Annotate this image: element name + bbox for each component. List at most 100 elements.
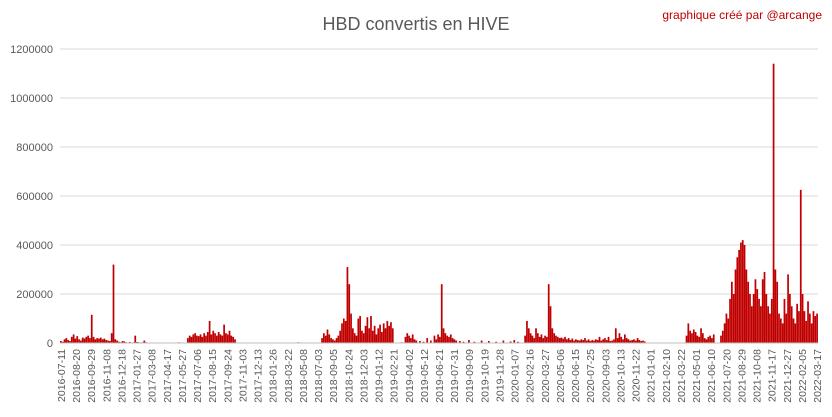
- bar: [535, 328, 537, 343]
- bar: [206, 331, 209, 343]
- bar: [712, 334, 715, 343]
- bar: [536, 333, 539, 343]
- bar: [134, 335, 137, 343]
- bar: [723, 323, 726, 343]
- bar: [78, 339, 80, 343]
- x-tick-label: 2016-09-29: [86, 349, 98, 403]
- bar: [611, 340, 614, 343]
- bar: [555, 335, 557, 343]
- bar: [473, 341, 476, 343]
- bar: [642, 340, 644, 343]
- x-tick-label: 2016-08-20: [71, 349, 83, 403]
- bar: [625, 338, 628, 343]
- bar: [328, 334, 331, 343]
- x-tick-label: 2021-05-01: [691, 349, 703, 403]
- bar: [692, 329, 695, 343]
- bar: [578, 340, 581, 343]
- bar: [342, 318, 345, 343]
- x-tick-label: 2021-10-08: [752, 349, 764, 403]
- bar: [547, 284, 550, 343]
- bar: [362, 333, 365, 343]
- bar: [60, 341, 62, 343]
- x-tick-label: 2019-04-02: [404, 349, 416, 403]
- bar: [709, 335, 711, 343]
- bar: [738, 249, 740, 343]
- bar: [634, 340, 637, 343]
- bar: [571, 338, 574, 343]
- x-tick-label: 2017-11-03: [237, 349, 249, 402]
- bar: [326, 329, 329, 343]
- bars: [60, 63, 818, 344]
- y-tick-label: 800000: [16, 142, 53, 154]
- x-tick-label: 2018-01-26: [268, 349, 280, 403]
- bar: [598, 336, 601, 343]
- bar: [556, 336, 559, 343]
- bar: [575, 339, 577, 343]
- bar: [774, 269, 777, 343]
- bar: [419, 341, 421, 343]
- bar: [569, 340, 572, 343]
- bar: [807, 301, 809, 343]
- bar: [353, 333, 356, 343]
- bar: [729, 298, 731, 343]
- bar: [110, 333, 113, 343]
- bar: [234, 339, 236, 343]
- x-tick-label: 2017-05-27: [177, 349, 189, 403]
- x-tick-label: 2020-01-07: [510, 349, 522, 403]
- bar: [620, 336, 623, 343]
- bar: [446, 335, 449, 343]
- bar: [214, 333, 216, 343]
- bar: [698, 336, 701, 343]
- bar: [763, 271, 766, 343]
- bar: [217, 331, 220, 343]
- bar: [799, 189, 802, 343]
- bar: [740, 242, 742, 343]
- bar: [801, 294, 804, 343]
- bar: [741, 240, 744, 343]
- y-tick-label: 400000: [16, 240, 53, 252]
- bar: [381, 331, 383, 343]
- y-axis-ticks: 0 200000 400000 600000 800000 1000000 1200000: [10, 44, 53, 350]
- bar: [346, 267, 349, 343]
- bar: [352, 328, 354, 343]
- bar: [582, 340, 585, 343]
- x-tick-label: 2019-05-12: [419, 349, 431, 403]
- x-tick-label: 2021-02-10: [661, 349, 673, 403]
- bar: [573, 340, 575, 343]
- bar: [103, 338, 106, 343]
- bar: [638, 340, 641, 343]
- bar: [732, 294, 735, 343]
- bar: [96, 338, 99, 343]
- x-tick-label: 2022-03-17: [812, 349, 824, 403]
- y-tick-label: 0: [47, 338, 53, 350]
- bar: [468, 340, 470, 343]
- bar: [488, 341, 490, 343]
- bar: [643, 341, 646, 343]
- bar: [745, 269, 748, 343]
- bar: [370, 316, 372, 343]
- y-tick-label: 600000: [16, 191, 53, 203]
- bar: [765, 294, 768, 343]
- bar: [789, 294, 791, 343]
- bar: [605, 340, 608, 343]
- bar: [794, 323, 797, 343]
- bar: [226, 334, 229, 343]
- bar: [594, 339, 597, 343]
- bar: [770, 298, 773, 343]
- bar: [339, 330, 342, 343]
- bar: [114, 339, 117, 343]
- bar: [747, 281, 750, 343]
- x-tick-label: 2017-08-15: [207, 349, 219, 403]
- bar: [448, 336, 450, 343]
- bar: [112, 264, 115, 343]
- x-tick-label: 2016-12-18: [116, 349, 128, 403]
- bar: [629, 340, 632, 343]
- bar: [404, 336, 407, 343]
- bar: [455, 340, 458, 343]
- x-tick-label: 2017-03-08: [147, 349, 159, 403]
- y-tick-label: 1200000: [10, 44, 53, 56]
- x-tick-label: 2020-11-22: [631, 349, 643, 402]
- bar: [622, 339, 624, 343]
- bar: [604, 338, 606, 343]
